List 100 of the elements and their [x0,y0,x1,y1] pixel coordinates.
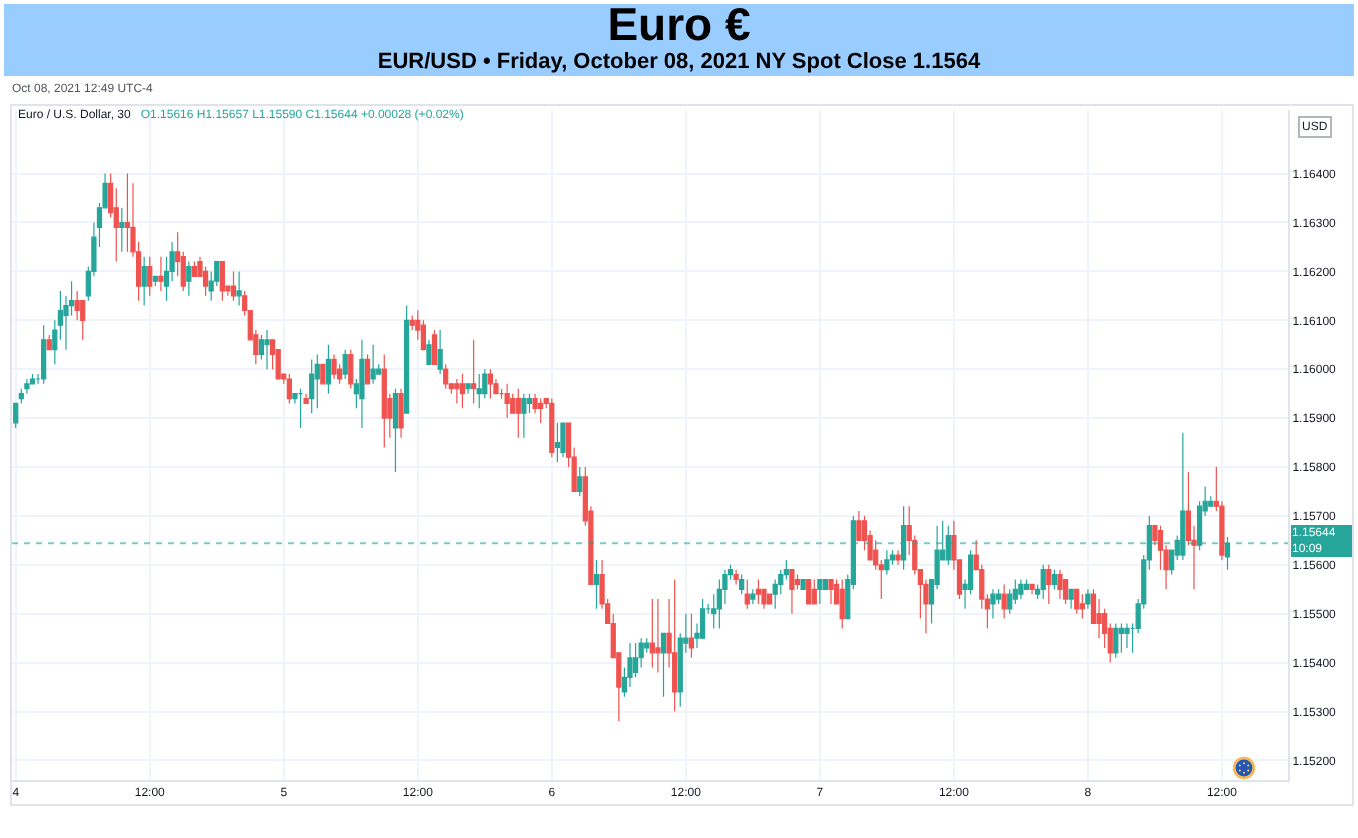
candlestick [482,368,488,400]
candlestick [404,305,410,414]
candlestick [303,393,309,405]
chart-title: Euro € [605,0,753,50]
candlestick [236,270,242,307]
candlestick [1018,578,1024,600]
candlestick [554,422,561,463]
candlestick [1180,432,1186,561]
candlestick [364,353,371,385]
candlestick [309,358,315,414]
candlestick [454,378,460,405]
candlestick [716,578,722,629]
candlestick [147,256,153,297]
candlestick [1057,569,1063,600]
candlestick [297,388,304,429]
candlestick [1062,578,1069,605]
candlestick [219,261,225,302]
candlestick [359,339,365,429]
candlestick [348,349,354,390]
candlestick [806,578,812,605]
candlestick [46,334,52,351]
candlestick [476,373,482,409]
candlestick [443,363,449,390]
candlestick [437,329,443,375]
candlestick [370,344,376,385]
candlestick [186,261,192,297]
candlestick [286,373,292,405]
candlestick [320,363,326,385]
candlestick [258,334,265,361]
candlestick [1124,622,1130,649]
candlestick [230,270,237,302]
candlestick [119,207,125,253]
candlestick [191,261,198,277]
candlestick [560,422,566,458]
candlestick [152,275,158,287]
candlestick [515,388,521,439]
candlestick [426,339,432,365]
candlestick [655,598,661,673]
candlestick [420,319,426,351]
candlestick [817,578,823,605]
candlestick [945,525,951,566]
candlestick [672,578,678,713]
candlestick [1046,564,1052,605]
candlestick [459,373,466,409]
candlestick [331,353,337,380]
candlestick [41,324,47,385]
candlestick [755,578,762,605]
candlestick [141,256,147,307]
candlestick [24,378,30,395]
candlestick [431,329,438,365]
candlestick [688,613,695,659]
candlestick [744,578,750,610]
candlestick [811,578,817,605]
candlestick [398,388,404,439]
candlestick [1068,588,1074,610]
candlestick [124,172,131,253]
candlestick [884,549,890,576]
candlestick [325,344,332,395]
candlestick [1001,583,1007,620]
candlestick [789,569,795,615]
candlestick [264,329,270,370]
candlestick [1040,564,1046,600]
candlestick [158,256,164,292]
candlestick [521,393,527,439]
candlestick [1029,583,1035,595]
candlestick [638,637,644,669]
candlestick [1113,622,1119,659]
candlestick [487,368,493,400]
candlestick [577,466,583,497]
candlestick [901,505,907,571]
candlestick [990,588,996,620]
candlestick [549,397,555,458]
candlestick [750,588,756,605]
candlestick [314,353,320,409]
candlestick [1074,588,1080,615]
candlestick [381,353,387,449]
candlestick [772,578,778,610]
candlestick [839,578,845,629]
candlestick [660,632,667,698]
candlestick [538,397,544,424]
candlestick [13,402,19,429]
candlestick [1118,622,1125,654]
candlestick [800,578,806,590]
candlestick [337,363,343,385]
candlestick [1079,593,1085,620]
candlestick [202,265,209,297]
candlestick [739,574,745,595]
candlestick [593,559,600,610]
candlestick [471,339,477,405]
candlestick [733,569,739,585]
candlestick [828,578,834,605]
candlestick [895,549,901,566]
candlestick [1085,588,1091,610]
candlestick [342,349,348,380]
candlestick [392,388,399,473]
candlestick [1051,569,1057,590]
candlestick [766,593,773,605]
chart-subtitle: EUR/USD • Friday, October 08, 2021 NY Spot Close 1.1564 [375,50,983,74]
candlestick [1224,536,1231,571]
candlestick [649,598,655,669]
